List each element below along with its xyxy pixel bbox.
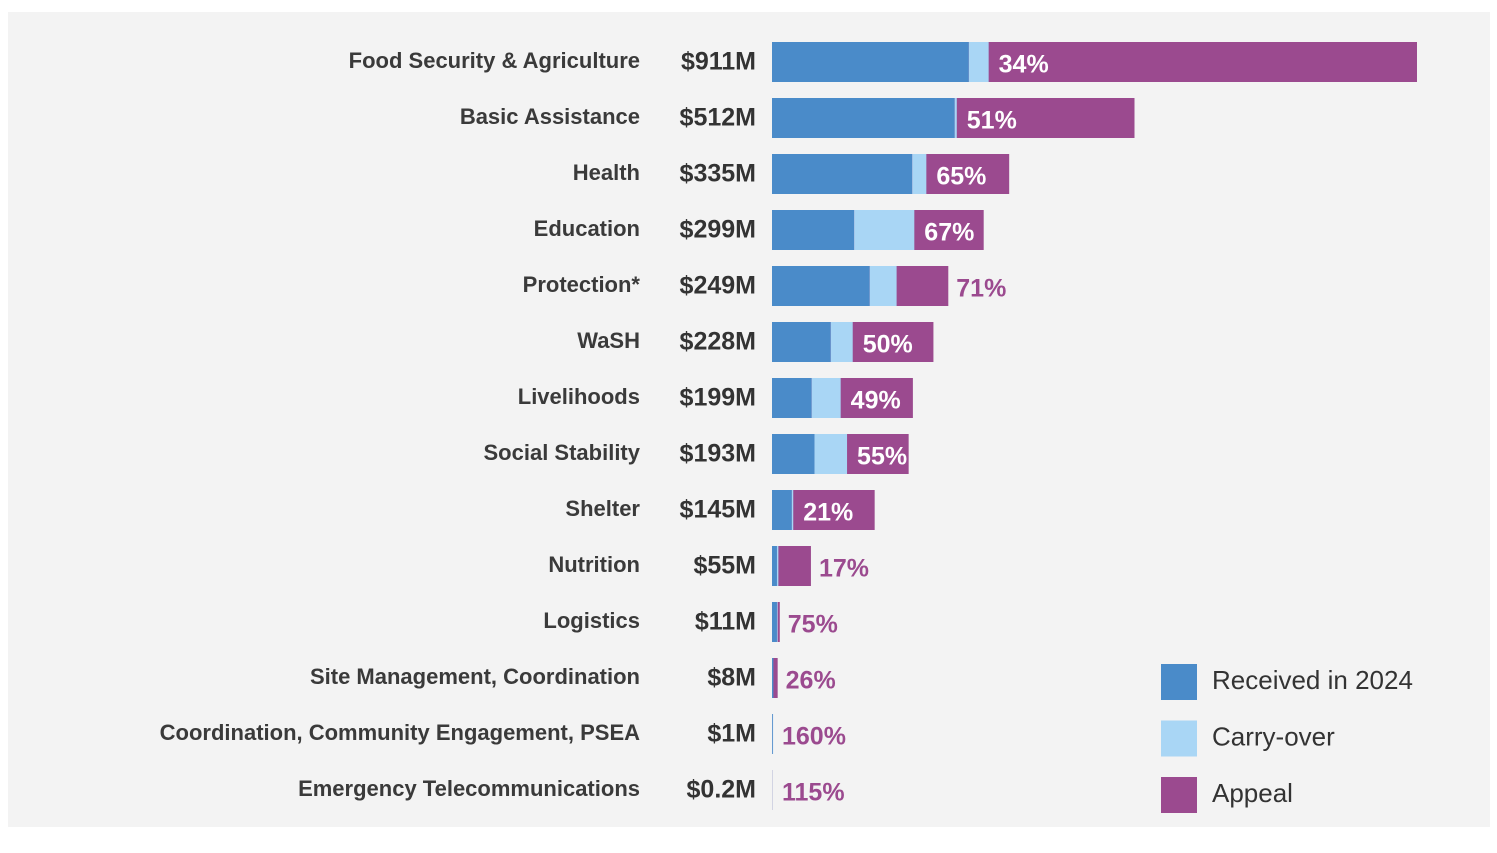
carryover-bar — [968, 42, 989, 82]
category-label: Shelter — [565, 496, 640, 521]
appeal-label: $199M — [680, 384, 756, 412]
received-bar — [772, 434, 815, 474]
category-label: Livelihoods — [518, 384, 640, 409]
received-bar — [772, 210, 855, 250]
carryover-bar — [814, 434, 848, 474]
category-label: WaSH — [577, 328, 640, 353]
received-bar — [772, 378, 812, 418]
funded-percent: 71% — [956, 275, 1006, 303]
funded-percent: 75% — [788, 611, 838, 639]
received-bar — [772, 602, 777, 642]
appeal-label: $299M — [680, 216, 756, 244]
carryover-bar — [776, 602, 778, 642]
legend-swatch — [1161, 777, 1197, 813]
funded-percent: 160% — [782, 723, 846, 751]
category-label: Basic Assistance — [460, 104, 640, 129]
appeal-label: $0.2M — [687, 776, 756, 804]
appeal-bar — [772, 546, 811, 586]
received-bar — [772, 658, 774, 698]
appeal-label: $335M — [680, 160, 756, 188]
category-label: Education — [534, 216, 640, 241]
category-label: Protection* — [523, 272, 641, 297]
appeal-label: $249M — [680, 272, 756, 300]
category-label: Site Management, Coordination — [310, 664, 640, 689]
category-label: Emergency Telecommunications — [298, 776, 640, 801]
appeal-label: $228M — [680, 328, 756, 356]
legend-label: Carry-over — [1212, 721, 1335, 751]
carryover-bar — [811, 378, 841, 418]
panel — [8, 12, 1490, 827]
category-label: Nutrition — [548, 552, 640, 577]
funded-percent: 17% — [819, 555, 869, 583]
carryover-bar — [869, 266, 897, 306]
appeal-label: $911M — [681, 48, 756, 76]
legend-swatch — [1161, 664, 1197, 700]
received-bar — [772, 98, 955, 138]
funded-percent: 51% — [967, 107, 1017, 135]
funded-percent: 26% — [786, 667, 836, 695]
received-bar — [772, 490, 792, 530]
funded-percent: 65% — [936, 163, 986, 191]
appeal-label: $8M — [707, 664, 756, 692]
funded-percent: 49% — [851, 387, 901, 415]
received-bar — [772, 266, 870, 306]
carryover-bar — [854, 210, 915, 250]
legend-label: Appeal — [1212, 778, 1293, 808]
legend-swatch — [1161, 720, 1197, 757]
category-label: Coordination, Community Engagement, PSEA — [160, 720, 640, 745]
carryover-bar — [776, 546, 779, 586]
received-bar — [772, 714, 773, 754]
received-bar — [772, 42, 969, 82]
appeal-label: $1M — [707, 720, 756, 748]
appeal-label: $512M — [680, 104, 756, 132]
received-bar — [772, 322, 831, 362]
funded-percent: 34% — [999, 51, 1049, 79]
funded-percent: 55% — [857, 443, 907, 471]
received-bar — [772, 154, 913, 194]
legend-label: Received in 2024 — [1212, 665, 1413, 695]
category-label: Health — [573, 160, 640, 185]
funded-percent: 115% — [782, 779, 845, 807]
appeal-label: $193M — [680, 440, 756, 468]
category-label: Food Security & Agriculture — [349, 48, 640, 73]
appeal-label: $145M — [680, 496, 756, 524]
appeal-bar — [772, 658, 778, 698]
appeal-label: $55M — [693, 552, 756, 580]
appeal-label: $11M — [695, 608, 756, 636]
carryover-bar — [954, 98, 957, 138]
received-bar — [772, 546, 777, 586]
funded-percent: 50% — [863, 331, 913, 359]
category-label: Logistics — [543, 608, 640, 633]
funded-percent: 21% — [803, 499, 853, 527]
carryover-bar — [912, 154, 927, 194]
funded-percent: 67% — [924, 219, 974, 247]
carryover-bar — [791, 490, 794, 530]
category-label: Social Stability — [484, 440, 641, 465]
carryover-bar — [830, 322, 853, 362]
